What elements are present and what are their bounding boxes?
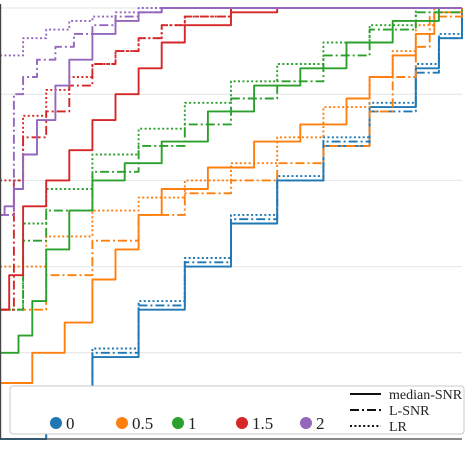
legend-style-label-dashdot: L-SNR — [389, 404, 430, 419]
legend-label-0-5: 0.5 — [132, 414, 153, 433]
legend-style-label-solid: median-SNR — [389, 388, 463, 403]
series-line-0-5-dotted — [0, 7, 462, 268]
series-line-1-5-dashdot — [0, 7, 462, 311]
legend-dot-2 — [300, 417, 312, 429]
legend-label-1: 1 — [188, 414, 197, 433]
axes-frame — [0, 4, 462, 440]
legend-dot-0-5 — [116, 417, 128, 429]
color-legend: 0 0.5 1 1.5 2 — [50, 414, 325, 433]
legend-style-label-dotted: LR — [389, 420, 408, 435]
legend-label-1-5: 1.5 — [252, 414, 273, 433]
series-line-0-dashdot — [0, 8, 463, 440]
legend-label-2: 2 — [316, 414, 325, 433]
series-line-0-5-dashdot — [0, 8, 463, 311]
legend-dot-0 — [50, 417, 62, 429]
legend-label-0: 0 — [66, 414, 75, 433]
legend-dot-1-5 — [236, 417, 248, 429]
series-line-1-dashdot — [0, 8, 463, 311]
series-line-0-dotted — [0, 8, 463, 440]
series-line-1-5-dotted — [0, 7, 462, 182]
legend-dot-1 — [172, 417, 184, 429]
series-lines — [0, 7, 463, 440]
